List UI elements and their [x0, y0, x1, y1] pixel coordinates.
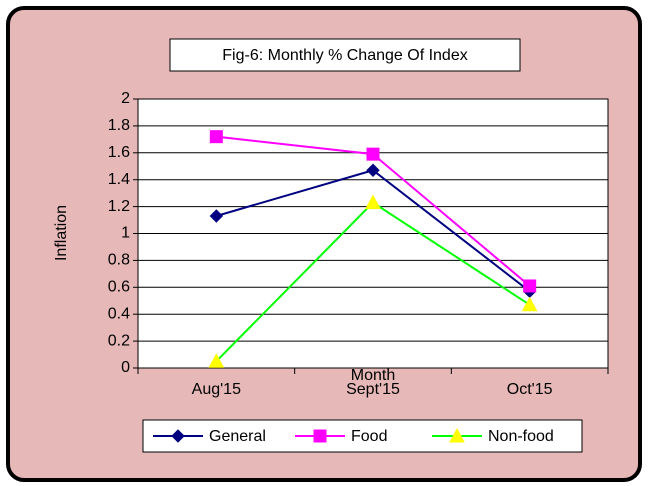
data-point [208, 353, 225, 368]
y-tick-label: 1.6 [108, 144, 130, 161]
legend-label: Food [351, 428, 387, 445]
y-tick-label: 2 [121, 90, 130, 107]
data-point [209, 130, 223, 144]
title-box [169, 38, 521, 72]
y-axis-label: Inflation [53, 205, 70, 261]
data-point [365, 194, 381, 210]
legend-marker [313, 429, 327, 443]
y-tick-label: 1.4 [108, 171, 130, 188]
y-tick-label: 1.2 [108, 198, 130, 215]
y-tick-label: 0.8 [108, 252, 130, 269]
y-tick-label: 1.8 [108, 117, 130, 134]
x-tick-label: Sept'15 [346, 381, 400, 398]
x-tick-label: Oct'15 [507, 381, 553, 398]
y-tick-label: 0.4 [108, 305, 130, 322]
data-point [366, 147, 380, 161]
legend-label: General [209, 428, 266, 445]
y-tick-label: 1 [121, 225, 130, 242]
legend-marker [171, 429, 185, 443]
data-point [523, 279, 537, 293]
data-point [521, 296, 538, 312]
x-tick-label: Aug'15 [192, 381, 241, 398]
legend-marker [449, 427, 465, 443]
data-point [366, 163, 380, 177]
legend-label: Non-food [488, 428, 554, 445]
y-tick-label: 0.6 [108, 279, 130, 296]
x-axis-label: Month [351, 367, 395, 384]
chart-title: Fig-6: Monthly % Change Of Index [222, 47, 467, 64]
legend-box [142, 419, 583, 453]
y-tick-label: 0 [121, 359, 130, 376]
y-tick-label: 0.2 [108, 332, 130, 349]
data-point [209, 209, 224, 223]
